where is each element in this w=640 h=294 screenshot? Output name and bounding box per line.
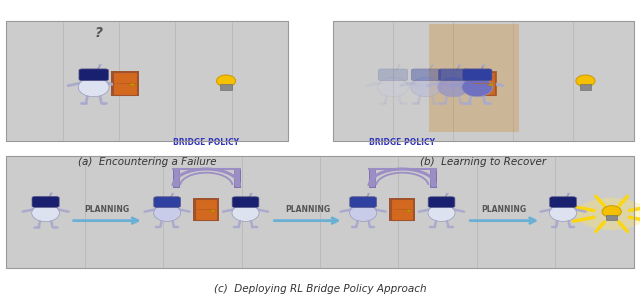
FancyBboxPatch shape — [378, 69, 408, 81]
Bar — [119, 21, 175, 141]
Circle shape — [367, 193, 371, 194]
Bar — [6, 156, 634, 268]
Bar — [173, 169, 179, 187]
Bar — [113, 71, 137, 95]
Text: BRIDGE POLICY: BRIDGE POLICY — [369, 138, 435, 147]
Circle shape — [567, 193, 570, 194]
Bar — [369, 169, 375, 187]
Bar — [513, 21, 573, 141]
Bar — [471, 71, 495, 95]
Bar — [6, 156, 85, 268]
Circle shape — [482, 64, 486, 66]
Ellipse shape — [550, 205, 577, 221]
Bar — [580, 84, 591, 90]
FancyBboxPatch shape — [438, 69, 468, 81]
Ellipse shape — [438, 78, 468, 97]
Bar — [63, 21, 119, 141]
Text: (b)  Learning to Recover: (b) Learning to Recover — [420, 157, 547, 167]
Circle shape — [431, 64, 435, 66]
Circle shape — [130, 83, 135, 86]
Ellipse shape — [378, 78, 408, 97]
Bar — [390, 198, 415, 220]
Bar — [85, 156, 163, 268]
Text: BRIDGE POLICY: BRIDGE POLICY — [173, 138, 239, 147]
FancyBboxPatch shape — [412, 69, 441, 81]
Ellipse shape — [602, 206, 621, 218]
Ellipse shape — [349, 205, 376, 221]
Bar — [333, 21, 393, 141]
Bar — [111, 71, 139, 96]
FancyBboxPatch shape — [232, 197, 259, 208]
Ellipse shape — [576, 75, 595, 87]
Circle shape — [406, 210, 411, 212]
Ellipse shape — [32, 204, 60, 222]
Text: PLANNING: PLANNING — [84, 205, 130, 214]
Ellipse shape — [78, 78, 109, 97]
Bar — [573, 21, 634, 141]
FancyBboxPatch shape — [32, 196, 59, 207]
Bar — [555, 156, 634, 268]
Circle shape — [98, 64, 102, 66]
Circle shape — [577, 198, 640, 230]
Bar — [193, 198, 219, 220]
FancyBboxPatch shape — [350, 197, 376, 208]
Circle shape — [488, 83, 493, 86]
Text: PLANNING: PLANNING — [482, 205, 527, 214]
Bar — [333, 21, 634, 141]
FancyBboxPatch shape — [463, 69, 492, 81]
Bar — [430, 169, 436, 187]
Ellipse shape — [462, 78, 493, 97]
Bar — [175, 21, 232, 141]
Bar — [477, 156, 555, 268]
Bar — [453, 21, 513, 141]
Bar — [163, 156, 242, 268]
FancyBboxPatch shape — [550, 197, 577, 208]
Ellipse shape — [428, 205, 455, 221]
FancyBboxPatch shape — [79, 69, 108, 81]
Circle shape — [445, 193, 449, 194]
Bar — [320, 156, 398, 268]
Text: PLANNING: PLANNING — [285, 205, 330, 214]
FancyBboxPatch shape — [428, 197, 455, 208]
Bar — [242, 156, 320, 268]
Bar — [6, 21, 63, 141]
Bar — [429, 24, 519, 132]
Ellipse shape — [216, 75, 236, 87]
Text: (a)  Encountering a Failure: (a) Encountering a Failure — [78, 157, 216, 167]
Bar — [606, 215, 618, 220]
Bar — [398, 156, 477, 268]
Bar — [469, 71, 497, 96]
Text: (c)  Deploying RL Bridge Policy Approach: (c) Deploying RL Bridge Policy Approach — [214, 284, 426, 294]
Bar — [6, 21, 288, 141]
Circle shape — [211, 210, 215, 212]
Bar — [234, 169, 239, 187]
Bar — [232, 21, 288, 141]
FancyBboxPatch shape — [154, 197, 180, 208]
Circle shape — [250, 193, 253, 194]
Circle shape — [458, 64, 461, 66]
Bar — [195, 199, 217, 220]
Bar — [392, 199, 413, 220]
Ellipse shape — [154, 205, 180, 221]
Bar — [220, 84, 232, 90]
Circle shape — [171, 193, 175, 194]
Circle shape — [50, 192, 53, 194]
Circle shape — [397, 64, 401, 66]
Text: ?: ? — [95, 26, 103, 40]
Ellipse shape — [411, 78, 442, 97]
Ellipse shape — [232, 205, 259, 221]
Bar — [393, 21, 453, 141]
